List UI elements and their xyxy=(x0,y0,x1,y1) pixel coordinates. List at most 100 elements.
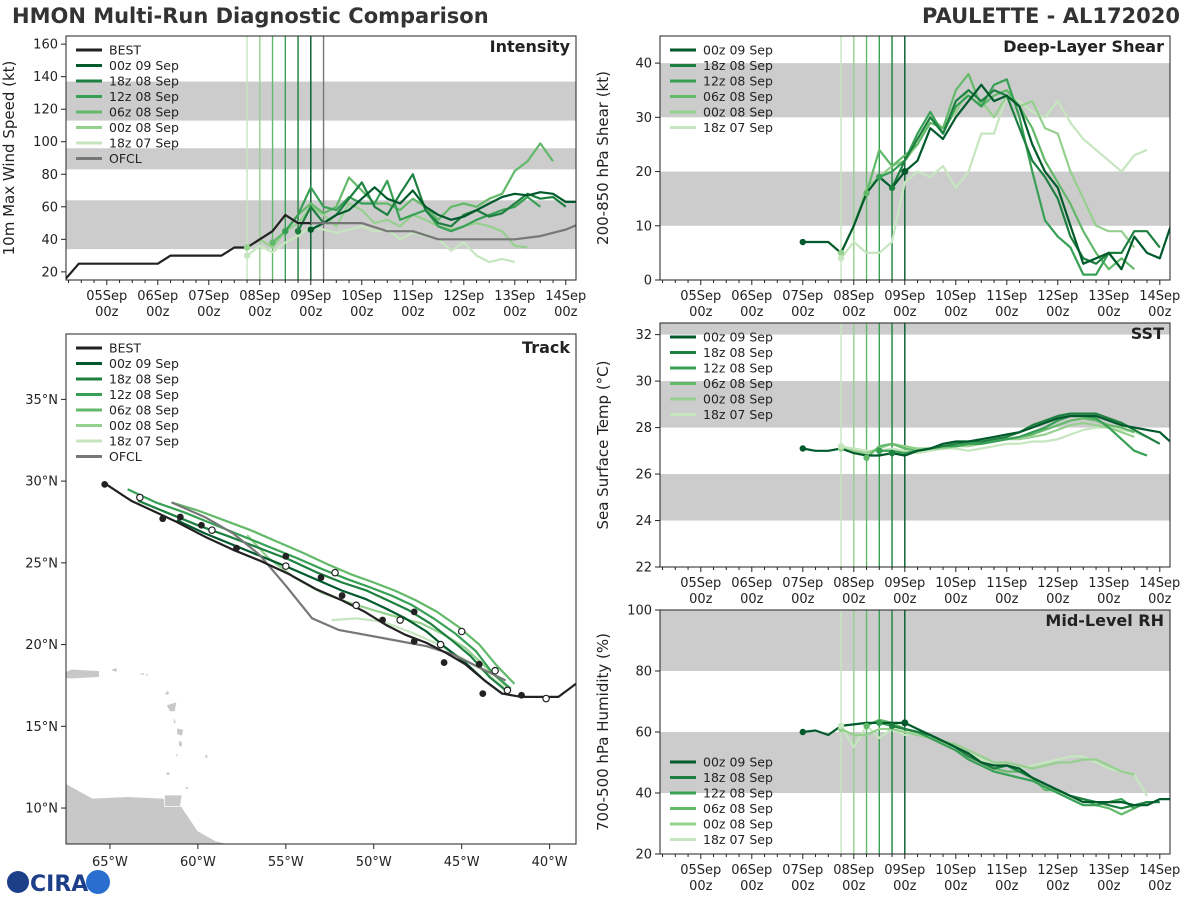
track-point-hollow xyxy=(542,694,550,703)
track-series-group xyxy=(101,480,576,703)
init-marker-00z-09-sep xyxy=(799,238,806,246)
x-tick-label: 10Sep xyxy=(935,863,976,878)
y-tick-label: 20 xyxy=(635,848,652,863)
y-tick-label: 140 xyxy=(33,70,58,85)
x-tick-label: 11Sep xyxy=(986,289,1027,304)
x-tick-label: 11Sep xyxy=(986,863,1027,878)
init-marker-06z-08-sep xyxy=(863,722,870,730)
x-tick-label: 00z xyxy=(146,305,170,320)
series-06z-08-sep xyxy=(271,142,554,244)
legend-label-00z-08-sep: 00z 08 Sep xyxy=(109,418,179,433)
series-18z-07-sep xyxy=(246,225,516,264)
legend-label-18z-07-sep: 18z 07 Sep xyxy=(109,136,179,151)
legend-label-06z-08-sep: 06z 08 Sep xyxy=(703,801,773,816)
init-marker-18z-08-sep xyxy=(888,184,896,192)
init-marker-18z-08-sep xyxy=(888,722,896,730)
legend-label-06z-08-sep: 06z 08 Sep xyxy=(703,376,773,391)
legend-label-00z-08-sep: 00z 08 Sep xyxy=(703,105,773,120)
init-marker-18z-08-sep xyxy=(888,449,896,457)
track-point-hollow xyxy=(282,562,290,570)
x-tick-label: 05Sep xyxy=(680,289,721,304)
y-tick-label: 80 xyxy=(635,665,652,680)
legend-label-ofcl: OFCL xyxy=(109,151,142,166)
track-point-filled xyxy=(101,480,109,488)
init-marker-18z-07-sep xyxy=(837,255,845,262)
lat-tick-label: 15°N xyxy=(25,720,58,735)
x-tick-label: 00z xyxy=(944,592,968,607)
map-frame xyxy=(65,333,577,845)
landmass xyxy=(165,701,178,712)
x-tick-label: 00z xyxy=(452,305,476,320)
track-point-filled xyxy=(518,691,525,699)
lon-tick-label: 65°W xyxy=(92,855,128,870)
plot-frame xyxy=(659,322,1171,568)
x-tick-label: 14Sep xyxy=(545,289,586,304)
x-tick-label: 07Sep xyxy=(782,289,823,304)
track-point-filled xyxy=(475,660,483,668)
track-point-hollow xyxy=(491,666,499,675)
panel-sst: 22242628303205Sep00z06Sep00z07Sep00z08Se… xyxy=(594,322,1180,607)
y-axis-label-sst: Sea Surface Temp (°C) xyxy=(594,360,612,529)
init-marker-00z-09-sep xyxy=(307,226,314,233)
x-tick-label: 00z xyxy=(1046,879,1070,894)
landmass xyxy=(165,771,171,776)
x-tick-label: 00z xyxy=(401,305,425,320)
x-tick-label: 00z xyxy=(1097,879,1121,894)
x-tick-label: 00z xyxy=(248,305,272,320)
legend-label-00z-09-sep: 00z 09 Sep xyxy=(109,356,179,371)
legend-label-12z-08-sep: 12z 08 Sep xyxy=(703,74,773,89)
y-tick-label: 0 xyxy=(644,274,652,289)
x-tick-label: 08Sep xyxy=(833,863,874,878)
lon-tick-label: 55°W xyxy=(268,855,304,870)
x-tick-label: 00z xyxy=(893,305,917,320)
legend-label-12z-08-sep: 12z 08 Sep xyxy=(109,387,179,402)
y-axis-label-shear: 200-850 hPa Shear (kt) xyxy=(594,71,612,245)
series-18z-08-sep xyxy=(297,173,567,232)
plot-frame xyxy=(659,35,1171,281)
x-tick-label: 00z xyxy=(842,305,866,320)
x-tick-label: 14Sep xyxy=(1139,576,1180,591)
track-point-filled xyxy=(338,592,346,599)
landmass xyxy=(178,740,183,749)
x-tick-label: 00z xyxy=(1148,879,1172,894)
lon-tick-label: 40°W xyxy=(532,855,568,870)
y-tick-label: 160 xyxy=(33,38,58,53)
track-point-hollow xyxy=(331,568,339,577)
landmass xyxy=(172,716,178,724)
lon-tick-label: 60°W xyxy=(180,855,216,870)
legend-label-18z-08-sep: 18z 08 Sep xyxy=(109,372,179,387)
x-tick-label: 00z xyxy=(842,592,866,607)
track-best xyxy=(105,483,576,698)
x-tick-label: 13Sep xyxy=(1088,576,1129,591)
panel-rh: 2040608010005Sep00z06Sep00z07Sep00z08Sep… xyxy=(594,604,1180,895)
x-tick-label: 13Sep xyxy=(1088,289,1129,304)
track-point-filled xyxy=(198,521,205,529)
x-tick-label: 13Sep xyxy=(494,289,535,304)
track-point-filled xyxy=(379,616,386,624)
series-12z-08-sep xyxy=(284,179,541,233)
panel-shear: 01020304005Sep00z06Sep00z07Sep00z08Sep00… xyxy=(594,35,1180,320)
x-tick-label: 08Sep xyxy=(239,289,280,304)
x-tick-label: 05Sep xyxy=(680,576,721,591)
landmass xyxy=(163,689,171,696)
init-marker-00z-08-sep xyxy=(243,244,251,251)
x-tick-label: 00z xyxy=(689,305,713,320)
series-ofcl xyxy=(310,222,576,241)
init-marker-18z-07-sep xyxy=(837,442,845,450)
y-tick-label: 20 xyxy=(635,165,652,180)
x-tick-label: 07Sep xyxy=(782,576,823,591)
x-tick-label: 05Sep xyxy=(680,863,721,878)
init-marker-00z-08-sep xyxy=(837,249,845,257)
series-group xyxy=(799,718,1170,816)
init-marker-12z-08-sep xyxy=(876,447,883,455)
track-point-filled xyxy=(410,637,418,645)
series-00z-08-sep xyxy=(840,727,1135,776)
landmass xyxy=(111,666,118,673)
x-tick-label: 00z xyxy=(1046,592,1070,607)
track-12z-08-sep xyxy=(127,488,512,690)
x-tick-label: 00z xyxy=(791,592,815,607)
x-tick-label: 09Sep xyxy=(290,289,331,304)
y-tick-label: 60 xyxy=(635,726,652,741)
lat-tick-label: 35°N xyxy=(25,393,58,408)
